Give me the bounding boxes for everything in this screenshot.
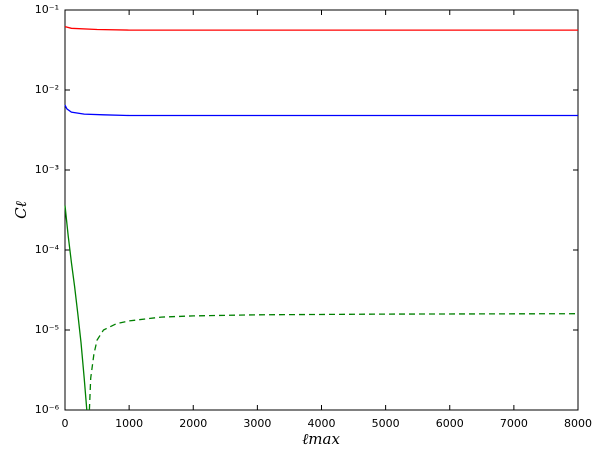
x-tick-label: 8000: [564, 417, 592, 430]
x-tick-label: 4000: [308, 417, 336, 430]
x-tick-label: 6000: [436, 417, 464, 430]
x-tick-label: 5000: [372, 417, 400, 430]
y-tick-label: 10⁻⁶: [35, 403, 60, 416]
line: [64, 104, 578, 117]
y-tick-label: 10⁻⁵: [35, 323, 59, 336]
line: [64, 25, 578, 31]
y-axis-label: Cℓ: [12, 201, 30, 219]
x-tick-label: 0: [62, 417, 69, 430]
y-tick-label: 10⁻⁴: [35, 243, 60, 256]
y-tick-label: 10⁻¹: [35, 3, 59, 16]
x-tick-label: 3000: [243, 417, 271, 430]
line: [88, 313, 579, 411]
y-tick-label: 10⁻²: [35, 83, 59, 96]
y-tick-label: 10⁻³: [35, 163, 59, 176]
x-tick-label: 7000: [500, 417, 528, 430]
x-axis-label: ℓmax: [302, 430, 340, 448]
x-tick-label: 1000: [115, 417, 143, 430]
line: [64, 205, 88, 411]
x-tick-label: 2000: [179, 417, 207, 430]
plot-frame: [64, 9, 579, 411]
